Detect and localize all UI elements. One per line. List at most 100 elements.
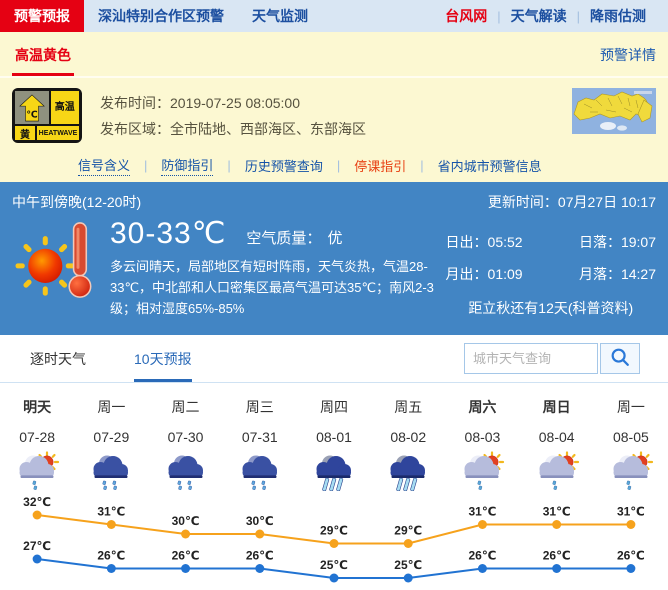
search-button[interactable] [600,343,640,374]
warning-header: 高温黄色 预警详情 [0,32,668,78]
svg-text:30℃: 30℃ [172,514,200,528]
day-name: 周日 [542,399,571,415]
day-name: 周一 [616,399,645,415]
forecast-day-column[interactable]: 周一 08-05 [594,397,668,491]
city-search [464,343,640,374]
temperature-line-chart: 32℃ 31℃ 30℃ 30℃ 29℃ 29℃ 31℃ 31℃ 31℃ 27℃ 26℃ 26℃ 26℃ 2… [22,494,646,583]
day-name: 周五 [394,399,423,415]
day-date: 08-04 [538,429,575,445]
forecast-tab-bar: 逐时天气 10天预报 [0,335,668,383]
link-rain-estimate[interactable]: 降雨估测 [590,8,646,24]
svg-text:32℃: 32℃ [23,495,51,509]
forecast-day-column[interactable]: 周四 08-01 [297,397,371,492]
day-name: 周三 [245,399,274,415]
tab-warning-forecast[interactable]: 预警预报 [0,0,84,32]
publish-area-row: 发布区域：全市陆地、西部海区、东部海区 [100,121,366,137]
day-name: 周二 [171,399,200,415]
current-weather-panel: 中午到傍晚(12-20时) 更新时间：07月27日 10:17 [0,182,668,335]
link-province-city-warnings[interactable]: 省内城市预警信息 [437,159,542,174]
day-date: 08-02 [390,429,427,445]
warning-map-thumbnail[interactable] [572,88,656,134]
tab-weather-monitor[interactable]: 天气监测 [252,8,308,24]
forecast-day-column[interactable]: 明天 07-28 [0,397,74,491]
heat-wave-warning-icon: ℃ 高温 黄 HEATWAVE [12,88,82,143]
svg-text:26℃: 26℃ [468,549,496,563]
forecast-day-column[interactable]: 周二 07-30 [148,397,222,491]
tab-shenshan-warning[interactable]: 深汕特别合作区预警 [98,8,224,24]
link-history-warning-query[interactable]: 历史预警查询 [244,159,323,174]
day-date: 08-01 [316,429,352,445]
current-main: 30-33℃ 空气质量：优 多云间晴天，局部地区有短时阵雨，天气炎热，气温28-… [12,216,656,319]
warning-section: 高温黄色 预警详情 ℃ 高温 黄 HEATWAVE [0,32,668,182]
astro-info: 日出：05:52 日落：19:07 月出：01:09 月落：14:27 距立秋还… [446,216,656,319]
svg-text:27℃: 27℃ [23,539,51,553]
day-date: 07-31 [241,429,278,445]
warning-info: 发布时间：2019-07-25 08:05:00 发布区域：全市陆地、西部海区、… [100,88,366,143]
day-date: 08-05 [612,429,649,445]
heavy-rain-icon [371,451,445,492]
day-name: 周六 [468,399,497,415]
day-name: 明天 [23,399,52,415]
top-nav: 预警预报 深汕特别合作区预警 天气监测 台风网 | 天气解读 | 降雨估测 [0,0,668,32]
svg-text:30℃: 30℃ [246,514,274,528]
rain-icon [74,451,148,491]
temp-range: 30-33℃ [110,217,227,250]
forecast-day-column[interactable]: 周三 07-31 [223,397,297,491]
warning-detail-link[interactable]: 预警详情 [600,47,656,63]
sun-times: 日出：05:52 日落：19:07 [445,234,656,250]
forecast-day-column[interactable]: 周日 08-04 [520,397,594,491]
day-date: 07-28 [19,429,56,445]
forecast-period: 中午到傍晚(12-20时) [12,194,142,210]
svg-text:26℃: 26℃ [617,549,645,563]
separator: | [576,8,580,24]
day-name: 周四 [319,399,348,415]
svg-text:31℃: 31℃ [97,505,125,519]
update-time: 更新时间：07月27日 10:17 [487,194,656,210]
top-nav-links: 台风网 | 天气解读 | 降雨估测 [435,0,668,32]
svg-text:29℃: 29℃ [394,524,422,538]
day-date: 07-29 [93,429,130,445]
sun-shower-icon [0,451,74,491]
separator: | [144,158,148,173]
forecast-day-column[interactable]: 周一 07-29 [74,397,148,491]
svg-text:26℃: 26℃ [97,549,125,563]
tab-ten-day-forecast[interactable]: 10天预报 [134,335,192,382]
link-signal-meaning[interactable]: 信号含义 [78,155,131,176]
link-class-suspension-guide[interactable]: 停课指引 [354,159,407,174]
publish-time-row: 发布时间：2019-07-25 08:05:00 [100,95,300,111]
air-quality: 空气质量：优 [246,230,343,247]
sun-shower-icon [594,451,668,491]
forecast-day-column[interactable]: 周六 08-03 [445,397,519,491]
link-typhoon-net[interactable]: 台风网 [445,8,488,24]
link-weather-interpret[interactable]: 天气解读 [510,8,567,24]
solar-term-note-link[interactable]: 距立秋还有12天(科普资料) [468,300,634,316]
svg-text:25℃: 25℃ [320,558,348,572]
svg-text:26℃: 26℃ [246,549,274,563]
svg-text:26℃: 26℃ [172,549,200,563]
tab-hourly-weather[interactable]: 逐时天气 [30,350,86,367]
svg-text:℃: ℃ [26,109,37,119]
heat-type-label: 高温 [50,91,79,124]
svg-text:31℃: 31℃ [617,505,645,519]
svg-text:31℃: 31℃ [543,505,571,519]
day-date: 08-03 [464,429,501,445]
ten-day-forecast-grid: 明天 07-28 周一 07-29 周二 07-30 周三 07-31 周四 08-01 [0,383,668,492]
heat-arrow-icon: ℃ [15,91,49,124]
warning-links-row: 信号含义 | 防御指引 | 历史预警查询 | 停课指引 | 省内城市预警信息 [0,143,668,176]
heat-en-label: HEATWAVE [37,126,79,140]
city-search-input[interactable] [464,343,598,374]
separator: | [227,158,231,173]
warning-level-tab[interactable]: 高温黄色 [12,32,74,76]
heat-level-label: 黄 [15,126,35,141]
link-defense-guide[interactable]: 防御指引 [161,155,214,176]
search-icon [609,346,631,371]
current-header: 中午到傍晚(12-20时) 更新时间：07月27日 10:17 [12,182,656,212]
separator: | [336,158,341,173]
weather-description: 多云间晴天，局部地区有短时阵雨，天气炎热，气温28-33℃，中北部和人口密集区最… [110,259,434,316]
heavy-rain-icon [297,451,371,492]
day-date: 07-30 [167,429,204,445]
forecast-day-column[interactable]: 周五 08-02 [371,397,445,492]
svg-text:29℃: 29℃ [320,524,348,538]
sun-shower-icon [520,451,594,491]
